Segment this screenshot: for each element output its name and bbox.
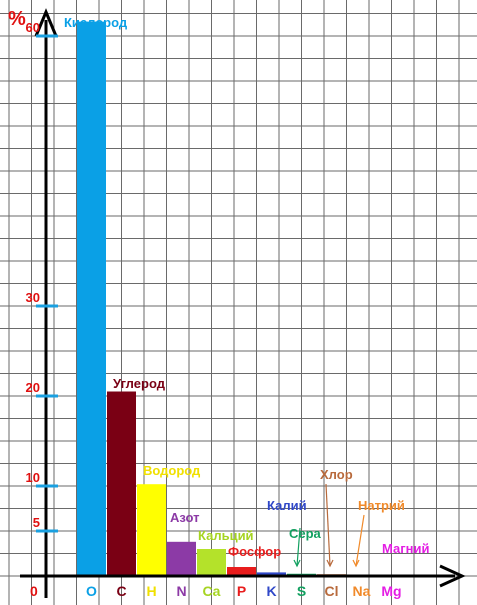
- pointer-head-s: [293, 559, 301, 568]
- pointer-head-cl: [326, 559, 334, 568]
- y-axis-label: %: [8, 8, 26, 30]
- bar-c: [107, 391, 136, 576]
- y-axis-arrow: [34, 8, 58, 37]
- pointer-head-na: [352, 559, 360, 568]
- y-tick-label: 10: [26, 470, 40, 485]
- bar-name-cl: Хлор: [320, 467, 353, 482]
- x-axis-arrow: [439, 564, 466, 588]
- category-label-o: O: [86, 583, 97, 599]
- category-label-na: Na: [353, 583, 371, 599]
- bar-name-mg: Магний: [382, 541, 429, 556]
- bar-name-ca: Кальций: [198, 528, 254, 543]
- chart-labels: % 0 O Кислород C Углерод H Водород N Азот Ca Каль…: [8, 8, 429, 599]
- bar-name-h: Водород: [143, 463, 201, 478]
- bars-layer: [77, 21, 406, 577]
- y-tick-label: 60: [26, 20, 40, 35]
- bar-h: [137, 484, 166, 576]
- bar-o: [77, 21, 106, 577]
- bar-n: [167, 541, 196, 576]
- bar-name-c: Углерод: [113, 376, 166, 391]
- bar-k: [257, 572, 286, 576]
- pointer-na: [355, 514, 365, 567]
- category-label-ca: Ca: [203, 583, 221, 599]
- axes: [20, 8, 466, 598]
- bar-name-o: Кислород: [64, 15, 128, 30]
- category-label-h: H: [146, 583, 156, 599]
- category-label-mg: Mg: [381, 583, 401, 599]
- category-label-n: N: [176, 583, 186, 599]
- pointer-s: [296, 527, 301, 567]
- bar-ca: [197, 549, 226, 576]
- bar-name-p: Фосфор: [228, 544, 281, 559]
- bar-p: [227, 567, 256, 576]
- bar-name-s: Сера: [289, 526, 322, 541]
- y-ticks: 5 10 20 30 60: [26, 20, 58, 533]
- bar-name-na: Натрий: [358, 498, 405, 513]
- bar-name-n: Азот: [170, 510, 200, 525]
- y-tick-label: 5: [33, 515, 40, 530]
- origin-label: 0: [30, 583, 38, 599]
- pointer-cl: [325, 483, 331, 567]
- bar-name-k: Калий: [267, 498, 307, 513]
- y-tick-label: 30: [26, 290, 40, 305]
- category-label-cl: Cl: [325, 583, 339, 599]
- category-label-k: K: [266, 583, 276, 599]
- category-label-c: C: [116, 583, 126, 599]
- y-tick-label: 20: [26, 380, 40, 395]
- category-label-p: P: [237, 583, 246, 599]
- category-label-s: S: [297, 583, 306, 599]
